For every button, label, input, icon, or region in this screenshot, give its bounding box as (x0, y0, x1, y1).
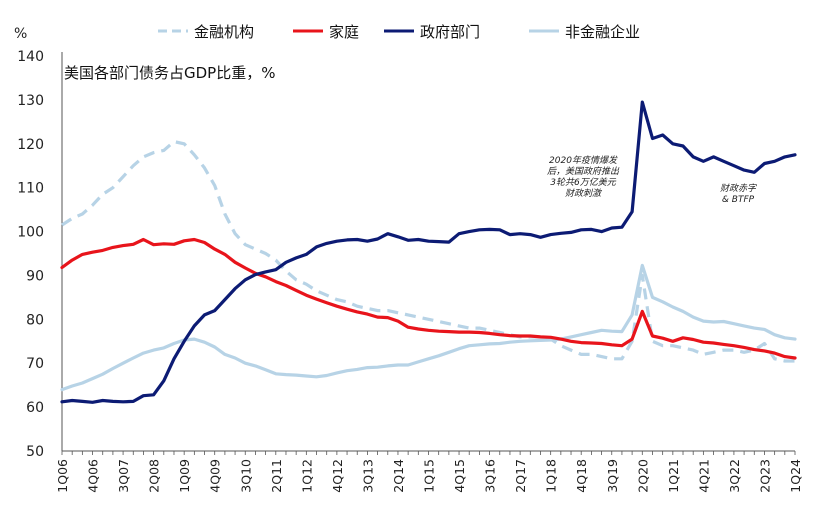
x-tick-label: 4Q15 (452, 459, 467, 493)
x-tick-label: 1Q18 (544, 459, 559, 493)
x-tick-label: 4Q21 (696, 459, 711, 493)
annotation-text: & BTFP (722, 195, 755, 205)
x-tick-label: 1Q21 (666, 459, 681, 493)
x-tick-label: 3Q13 (360, 459, 375, 493)
y-tick-label: 110 (17, 181, 44, 197)
series-line-3 (60, 263, 797, 392)
x-tick-label: 2Q08 (147, 459, 162, 493)
annotation-text: 财政赤字 (720, 183, 757, 194)
x-tick-label: 1Q06 (55, 459, 70, 493)
x-tick-label: 1Q15 (422, 459, 437, 493)
x-tick-label: 1Q09 (177, 459, 192, 493)
x-tick-label: 3Q10 (238, 459, 253, 493)
y-axis: 50 60 70 80 90 100 110 120 130 140 (17, 49, 63, 460)
y-tick-label: 90 (26, 268, 44, 284)
annotation-text: 3轮共6万亿美元 (550, 177, 616, 188)
legend-label: 金融机构 (194, 23, 254, 41)
x-tick-label: 2Q20 (635, 459, 650, 493)
x-tick-label: 1Q12 (299, 459, 314, 493)
x-tick-label: 4Q12 (330, 459, 345, 493)
x-tick-label: 3Q19 (605, 459, 620, 493)
y-tick-label: 80 (26, 312, 44, 328)
annotation-text: 2020年疫情爆发 (549, 155, 618, 166)
series-line-0 (61, 140, 795, 363)
y-tick-label: 100 (17, 225, 44, 241)
x-axis: 1Q06 4Q06 3Q07 2Q08 1Q09 4Q09 3Q10 2Q11 1Q12 4Q12… (55, 450, 803, 493)
x-tick-label: 3Q16 (483, 459, 498, 493)
annotation-text: 后，美国政府推出 (547, 166, 620, 177)
chart-title: 美国各部门债务占GDP比重，% (64, 64, 275, 82)
legend: 金融机构 家庭 政府部门 非金融企业 (158, 23, 640, 41)
y-tick-label: 70 (26, 356, 44, 372)
legend-label: 非金融企业 (565, 23, 640, 41)
y-tick-label: 50 (26, 444, 44, 460)
annotation-text: 财政刺激 (565, 188, 603, 199)
y-tick-label: 60 (26, 400, 44, 416)
x-tick-label: 2Q23 (757, 459, 772, 493)
x-tick-label: 4Q18 (574, 459, 589, 493)
y-tick-label: 120 (17, 137, 44, 153)
x-tick-label: 4Q09 (208, 459, 223, 493)
x-tick-label: 2Q14 (391, 459, 406, 493)
x-tick-label: 2Q11 (269, 459, 284, 493)
y-axis-unit-label: % (14, 26, 27, 42)
series-lines (60, 100, 797, 404)
x-tick-label: 3Q07 (116, 459, 131, 493)
y-tick-label: 130 (17, 93, 44, 109)
y-tick-label: 140 (17, 49, 44, 65)
x-tick-label: 1Q24 (788, 459, 803, 493)
x-tick-label: 3Q22 (727, 459, 742, 493)
legend-label: 政府部门 (420, 23, 480, 41)
series-line-1 (60, 237, 797, 360)
series-line-2 (60, 100, 797, 404)
x-tick-label: 2Q17 (513, 459, 528, 493)
legend-label: 家庭 (329, 23, 359, 41)
x-tick-label: 4Q06 (86, 459, 101, 493)
